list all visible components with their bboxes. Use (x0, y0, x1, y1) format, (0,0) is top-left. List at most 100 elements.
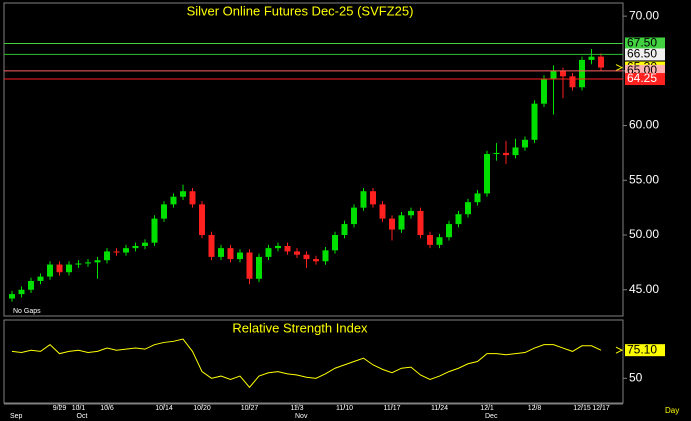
x-tick-label: 9/29 (53, 405, 67, 412)
x-tick-label: 10/1 (72, 405, 86, 412)
x-unit: Day (665, 406, 679, 415)
level-marker (615, 64, 624, 72)
rsi-box (625, 344, 665, 357)
candle-body (360, 191, 367, 208)
candle-body (455, 214, 462, 225)
rsi-line (11, 338, 602, 389)
month-label: Oct (77, 413, 88, 420)
candle-body (313, 259, 319, 262)
candle-body (66, 264, 72, 273)
x-tick-label: 10/20 (193, 405, 211, 412)
level-label: 66.50 (627, 47, 657, 61)
candle-body (541, 78, 547, 104)
y-tick-label: 60.00 (629, 118, 659, 132)
candle-body (132, 245, 139, 249)
y-tick-label: 50.00 (629, 227, 659, 241)
month-label: Dec (485, 413, 498, 420)
x-tick-label: 11/10 (336, 405, 353, 412)
candle-body (104, 251, 110, 261)
candle-body (569, 76, 576, 88)
candle-body (37, 276, 44, 281)
candle-body (379, 204, 386, 219)
y-tick-label: 70.00 (629, 8, 659, 22)
candle-body (598, 56, 604, 68)
candle-body (560, 70, 566, 77)
x-tick-label: 10/27 (241, 405, 259, 412)
candle-body (123, 248, 129, 253)
x-tick-label: 12/15 (573, 405, 591, 412)
candle-body (180, 191, 186, 197)
candle-body (28, 280, 34, 290)
candle-body (398, 215, 405, 230)
candle-body (522, 139, 528, 148)
rsi-title: Relative Strength Index (232, 320, 368, 335)
candle-body (151, 218, 158, 243)
candle-body (436, 237, 443, 245)
candle-body (303, 254, 310, 260)
x-tick-label: 10/6 (100, 405, 114, 412)
candle-body (170, 196, 177, 205)
month-label: Nov (295, 413, 308, 420)
candle-body (208, 235, 215, 257)
rsi-marker (615, 346, 624, 354)
candle-body (351, 207, 357, 225)
candle-body (85, 262, 91, 264)
candle-body (588, 56, 595, 60)
candle-body (9, 294, 15, 299)
candle-body (512, 147, 519, 156)
candle-body (417, 210, 424, 236)
x-tick-label: 12/8 (528, 405, 542, 412)
candle-body (284, 245, 291, 252)
rsi-panel (3, 319, 624, 404)
candle-body (246, 252, 253, 279)
candle-body (484, 154, 490, 194)
candle-body (332, 235, 338, 251)
candle-body (256, 256, 262, 279)
candle-body (275, 245, 281, 249)
y-tick-label: 45.00 (629, 282, 659, 296)
level-label: 64.25 (627, 71, 657, 85)
candle-body (446, 224, 452, 238)
candle-body (579, 59, 585, 88)
candle-body (474, 193, 481, 203)
candle-body (218, 248, 224, 257)
x-tick-label: 12/1 (480, 405, 494, 412)
candle-body (465, 202, 471, 215)
candle-body (56, 264, 63, 273)
gap-note: No Gaps (13, 308, 41, 315)
chart-title: Silver Online Futures Dec-25 (SVFZ25) (187, 3, 414, 18)
candle-body (47, 264, 53, 277)
candle-body (18, 289, 25, 295)
level-box (625, 73, 665, 86)
candle-body (341, 224, 348, 236)
candle-body (294, 251, 300, 255)
candle-body (237, 252, 243, 260)
candle-body (75, 263, 82, 265)
candle-body (408, 210, 414, 216)
candle-body (265, 248, 272, 257)
candle-body (427, 235, 433, 245)
candle-body (113, 251, 120, 253)
x-tick-label: 11/24 (431, 405, 448, 412)
candle-body (503, 152, 509, 156)
candle-body (227, 248, 234, 260)
rsi-current-label: 75.10 (627, 342, 657, 356)
x-tick-label: 11/17 (384, 405, 401, 412)
candle-body (550, 70, 557, 79)
level-box (625, 37, 665, 50)
candle-body (94, 260, 101, 263)
candle-body (161, 204, 167, 219)
candle-body (199, 204, 205, 236)
candle-body (389, 218, 395, 230)
candle-body (531, 103, 538, 140)
candle-body (370, 191, 376, 205)
y-tick-label: 55.00 (629, 172, 659, 186)
candle-body (322, 250, 329, 262)
price-panel (3, 2, 624, 317)
x-tick-label: 10/14 (155, 405, 173, 412)
x-tick-label: 12/17 (592, 405, 610, 412)
x-tick-label: 11/3 (290, 405, 303, 412)
candle-body (142, 242, 148, 246)
